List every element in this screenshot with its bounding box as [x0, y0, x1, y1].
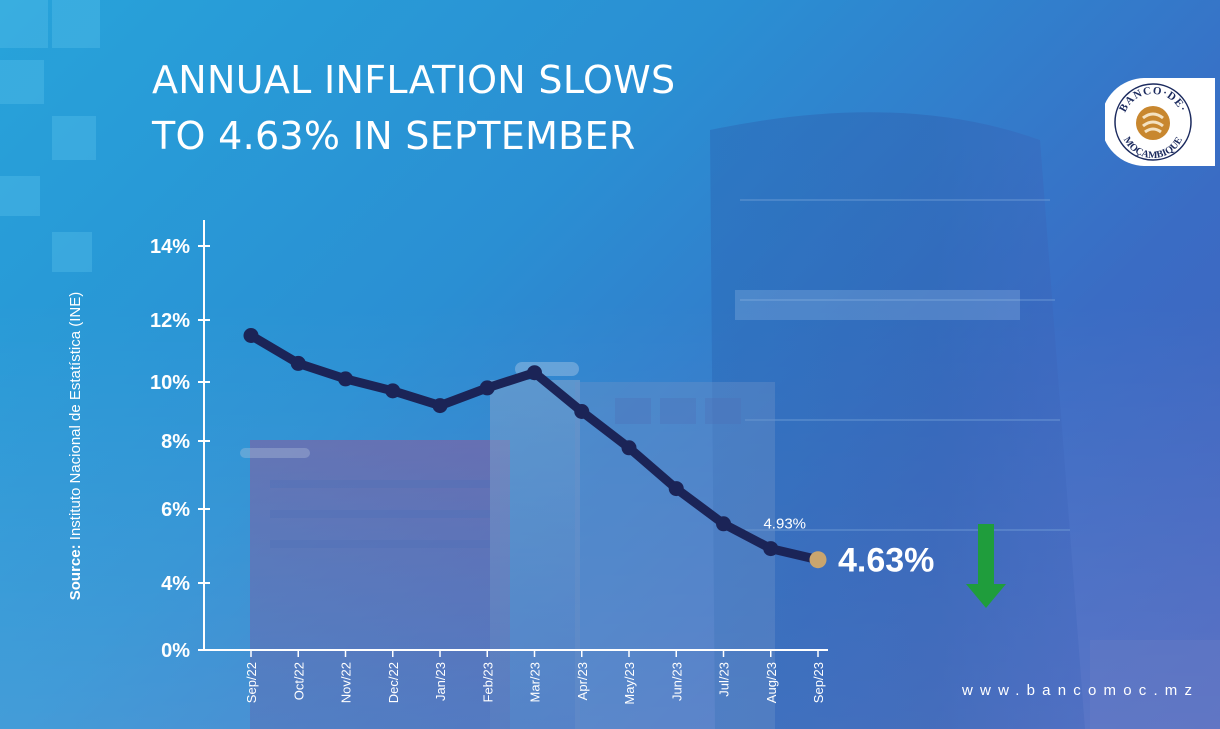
headline-line-1: ANNUAL INFLATION SLOWS [152, 58, 676, 102]
data-point [290, 355, 306, 371]
x-tick-label: Jan/23 [433, 662, 448, 701]
x-tick-label: Nov/22 [339, 662, 354, 703]
x-tick-label: Sep/22 [244, 662, 259, 703]
data-label-sep-23: 4.63% [838, 542, 934, 580]
y-tick-label: 0% [161, 640, 190, 662]
data-point [527, 365, 542, 381]
data-point [574, 404, 590, 419]
banco-de-mocambique-logo: BANCO·DE· MOÇAMBIQUE [1105, 78, 1215, 166]
data-label-aug-23: 4.93% [763, 516, 806, 533]
y-tick-label: 4% [161, 573, 190, 595]
headline-line-2: TO 4.63% IN SEPTEMBER [152, 114, 636, 158]
data-point [385, 383, 401, 399]
x-tick-label: Dec/22 [386, 662, 401, 703]
chart-axes: 0% 4% 6% 8% 10% 12% 14% Sep/22 Oct/22 Nov/22 Dec/2… [150, 220, 828, 705]
data-point [432, 398, 448, 414]
data-point [668, 481, 684, 497]
inflation-series [243, 328, 827, 569]
y-tick-label: 12% [150, 310, 190, 332]
data-point [479, 380, 495, 396]
chart-labels: 4.93% 4.63% [763, 516, 934, 580]
x-tick-label: May/23 [622, 662, 637, 705]
y-tick-label: 6% [161, 499, 190, 521]
x-tick-label: Jul/23 [717, 662, 732, 697]
data-point [716, 516, 731, 532]
data-point [763, 541, 779, 557]
latest-data-point [809, 551, 827, 569]
x-tick-label: Jun/23 [669, 662, 684, 701]
x-tick-label: Sep/23 [811, 662, 826, 703]
y-tick-label: 14% [150, 236, 190, 258]
data-point [621, 440, 637, 456]
arrow-down-icon [966, 524, 1006, 608]
x-tick-label: Feb/23 [480, 662, 495, 702]
y-tick-label: 8% [161, 431, 190, 453]
headline: ANNUAL INFLATION SLOWS TO 4.63% IN SEPTE… [152, 52, 675, 164]
x-tick-label: Mar/23 [528, 662, 543, 702]
x-tick-label: Apr/23 [575, 662, 590, 700]
x-tick-label: Aug/23 [764, 662, 779, 703]
x-tick-label: Oct/22 [291, 662, 306, 700]
data-point [338, 371, 353, 387]
y-tick-label: 10% [150, 372, 190, 394]
website-url[interactable]: www.bancomoc.mz [962, 682, 1200, 699]
data-point [243, 328, 259, 343]
